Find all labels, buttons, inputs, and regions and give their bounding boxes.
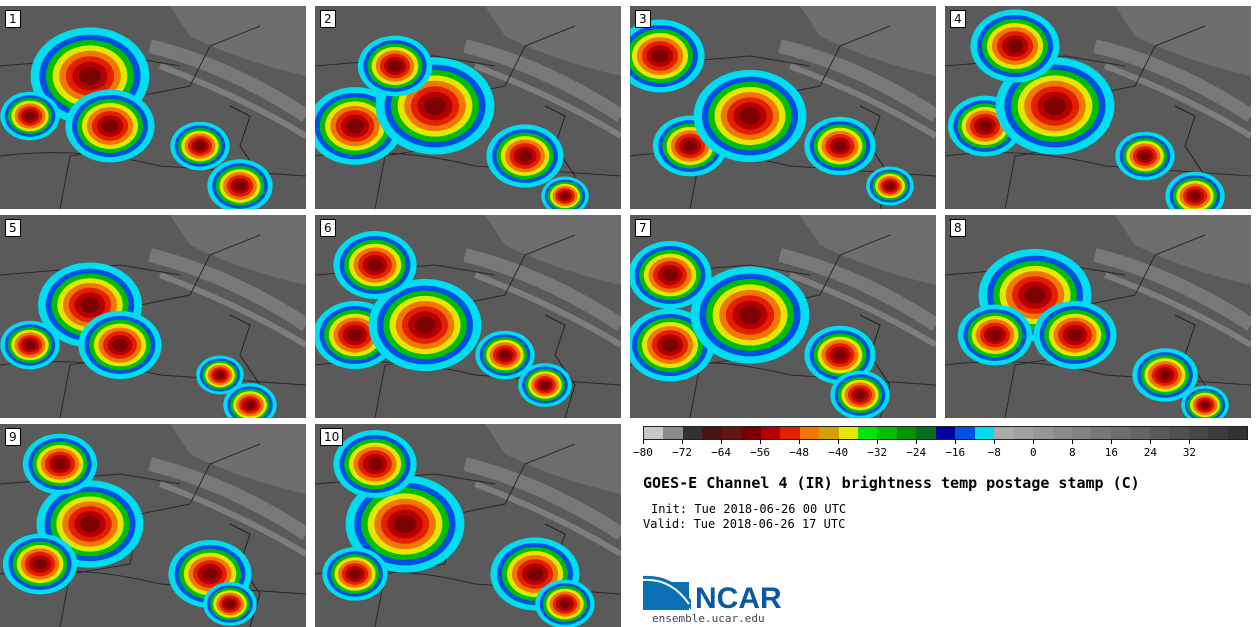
colorbar-tick-label: 8 [1069,446,1076,459]
ir-map [945,215,1251,418]
ir-map [630,215,936,418]
site-url: ensemble.ucar.edu [652,612,765,625]
colorbar-segment [721,427,742,439]
colorbar-tick-label: −8 [987,446,1001,459]
panel-label: 6 [320,219,336,237]
colorbar-tick [1150,440,1152,444]
colorbar-segment [896,427,917,439]
colorbar-tick [1072,440,1074,444]
panel-label: 8 [950,219,966,237]
colorbar-ticks: −80 −72 −64 −56 −48 −40 −32 −24 −16 −8 0 8 16 24 32 [633,440,1248,460]
colorbar-tick-label: 16 [1104,446,1118,459]
colorbar-tick [1033,440,1035,444]
ir-map [315,6,621,209]
colorbar-segment [780,427,800,439]
colorbar-tick-label: −16 [945,446,966,459]
stamp-panel: 2 [315,6,621,209]
colorbar-segment [838,427,858,439]
stamp-panel: 9 [0,424,306,627]
colorbar-segment [935,427,956,439]
colorbar-segment [644,427,664,439]
panel-label: 2 [320,10,336,28]
colorbar-tick [1189,440,1191,444]
stamp-panel: 3 [630,6,936,209]
panel-label: 4 [950,10,966,28]
stamp-panel: 4 [945,6,1251,209]
colorbar-tick [838,440,840,444]
colorbar-segment [819,427,839,439]
svg-text:NCAR: NCAR [695,582,782,614]
colorbar-segment [1052,427,1072,439]
colorbar-tick-label: −48 [789,446,810,459]
colorbar-tick [916,440,918,444]
colorbar-segment [955,427,975,439]
colorbar-segment [877,427,897,439]
colorbar-tick [955,440,957,444]
valid-time: Valid: Tue 2018-06-26 17 UTC [643,517,846,531]
ir-map [315,215,621,418]
panel-label: 7 [635,219,651,237]
panel-label: 3 [635,10,651,28]
colorbar-tick-label: −56 [750,446,771,459]
colorbar-segment [1071,427,1092,439]
colorbar-segment [1188,427,1209,439]
colorbar-tick [643,440,644,444]
stamp-panel: 5 [0,215,306,418]
ir-map [0,6,306,209]
colorbar-segment [1169,427,1189,439]
colorbar-tick [760,440,762,444]
colorbar-segment [1110,427,1131,439]
colorbar-segment [1091,427,1111,439]
colorbar-tick-label: 0 [1030,446,1037,459]
ir-map [945,6,1251,209]
ir-map [0,424,306,627]
stamp-panel: 8 [945,215,1251,418]
colorbar-tick [994,440,996,444]
colorbar-segment [916,427,936,439]
stamp-panel: 1 [0,6,306,209]
colorbar-tick [721,440,723,444]
ir-map [630,6,936,209]
colorbar-tick-label: −80 [633,446,653,459]
stamp-panel: 10 [315,424,621,627]
colorbar-tick [877,440,879,444]
colorbar-segment [741,427,761,439]
colorbar-segment [1013,427,1034,439]
colorbar-tick [1111,440,1113,444]
colorbar [643,426,1248,440]
colorbar-tick [682,440,684,444]
colorbar-segment [1130,427,1150,439]
init-time: Init: Tue 2018-06-26 00 UTC [651,502,847,516]
stamp-panel: 6 [315,215,621,418]
colorbar-tick-label: 32 [1182,446,1197,459]
panel-label: 5 [5,219,21,237]
colorbar-segment [760,427,781,439]
colorbar-tick-label: −72 [672,446,692,459]
panel-label: 10 [320,428,344,446]
stamp-panel: 7 [630,215,936,418]
colorbar-segment [857,427,878,439]
ir-map [0,215,306,418]
colorbar-tick [799,440,801,444]
ir-map [315,424,621,627]
colorbar-segment [1227,427,1248,439]
colorbar-tick-label: −24 [906,446,927,459]
colorbar-segment [799,427,820,439]
colorbar-segment [682,427,703,439]
colorbar-tick-label: 24 [1143,446,1158,459]
colorbar-segment [1149,427,1170,439]
colorbar-segment [974,427,995,439]
figure-title: GOES-E Channel 4 (IR) brightness temp po… [643,474,1140,492]
colorbar-segment [702,427,722,439]
colorbar-segment [1033,427,1053,439]
colorbar-segment [663,427,683,439]
colorbar-tick-label: −64 [711,446,731,459]
ncar-logo: NCAR [643,575,782,614]
panel-label: 1 [5,10,21,28]
colorbar-segment [1208,427,1228,439]
colorbar-segment [994,427,1014,439]
colorbar-tick-label: −32 [867,446,888,459]
colorbar-tick-label: −40 [828,446,849,459]
panel-label: 9 [5,428,21,446]
